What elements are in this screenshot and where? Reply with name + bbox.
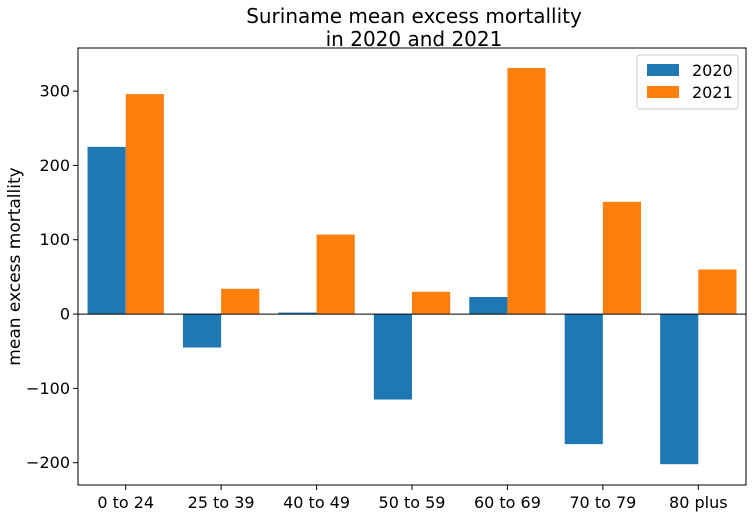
y-tick-label: 200 <box>39 156 70 175</box>
legend-swatch-2021 <box>647 86 679 98</box>
x-axis: 0 to 24 25 to 39 40 to 49 50 to 59 60 to 69 7… <box>97 485 728 512</box>
legend-label-2020: 2020 <box>692 61 733 80</box>
bar-2021-80-plus <box>698 269 737 315</box>
x-tick-label: 40 to 49 <box>283 493 350 512</box>
x-tick-label: 25 to 39 <box>188 493 255 512</box>
y-tick-label: −100 <box>26 379 70 398</box>
chart-title: Suriname mean excess mortallity in 2020 … <box>246 4 582 51</box>
bar-2020-40-to-49 <box>278 312 317 315</box>
bars-group <box>87 68 737 465</box>
y-axis: −200 −100 0 100 200 300 <box>26 82 78 472</box>
chart-title-line-2: in 2020 and 2021 <box>326 27 503 51</box>
y-tick-label: 300 <box>39 82 70 101</box>
plot-frame <box>77 47 747 486</box>
bar-2021-50-to-59 <box>412 291 451 315</box>
bar-2021-0-to-24 <box>125 94 164 315</box>
y-tick-label: 0 <box>60 305 70 324</box>
x-tick-label: 0 to 24 <box>97 493 154 512</box>
y-axis-label: mean excess mortallity <box>5 167 25 365</box>
bar-2020-70-to-79 <box>564 314 603 445</box>
bar-2020-80-plus <box>660 314 699 465</box>
y-tick-label: −200 <box>26 453 70 472</box>
y-tick-label: 100 <box>39 230 70 249</box>
legend-label-2021: 2021 <box>692 83 733 102</box>
x-tick-label: 50 to 59 <box>379 493 446 512</box>
bar-2021-25-to-39 <box>221 288 260 315</box>
bar-2020-60-to-69 <box>469 296 508 315</box>
bar-2020-25-to-39 <box>182 314 222 348</box>
legend: 2020 2021 <box>636 54 739 110</box>
x-tick-label: 80 plus <box>669 493 728 512</box>
chart-title-line-1: Suriname mean excess mortallity <box>246 4 582 28</box>
bar-2020-0-to-24 <box>87 146 126 315</box>
bar-2021-40-to-49 <box>316 234 355 315</box>
legend-swatch-2020 <box>647 64 679 76</box>
x-tick-label: 70 to 79 <box>569 493 636 512</box>
bar-2021-70-to-79 <box>602 201 642 315</box>
bar-2020-50-to-59 <box>373 314 412 400</box>
x-tick-label: 60 to 69 <box>474 493 541 512</box>
bar-2021-60-to-69 <box>507 68 546 315</box>
